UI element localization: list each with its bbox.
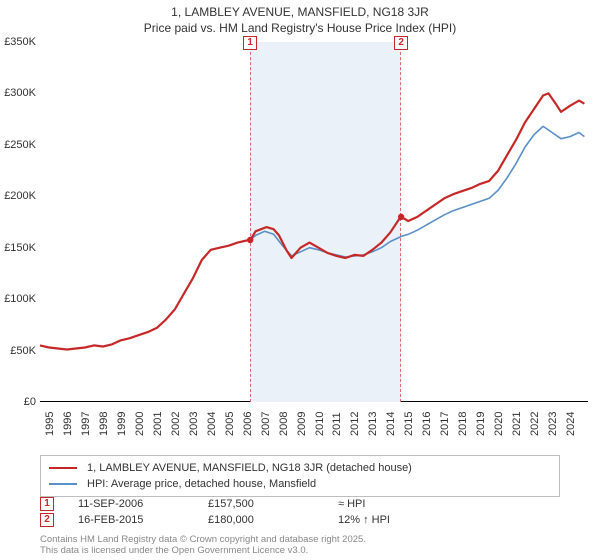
chart-area: £0£50K£100K£150K£200K£250K£300K£350K 199… — [40, 42, 588, 430]
x-tick-label: 2024 — [565, 412, 577, 436]
legend-label-series-1: 1, LAMBLEY AVENUE, MANSFIELD, NG18 3JR (… — [87, 462, 412, 474]
attribution-footer: Contains HM Land Registry data © Crown c… — [40, 534, 366, 557]
y-tick-label: £200K — [0, 190, 36, 202]
x-tick-label: 2006 — [242, 412, 254, 436]
legend-swatch-series-2 — [49, 483, 77, 485]
x-tick-label: 2000 — [134, 412, 146, 436]
x-tick-label: 2007 — [260, 412, 272, 436]
y-tick-label: £350K — [0, 36, 36, 48]
sale-marker-icon: 1 — [40, 497, 54, 511]
title-line-2: Price paid vs. HM Land Registry's House … — [0, 20, 600, 36]
x-tick-label: 2013 — [367, 412, 379, 436]
y-tick-label: £50K — [0, 345, 36, 357]
series-line-price_paid — [40, 93, 584, 349]
title-line-1: 1, LAMBLEY AVENUE, MANSFIELD, NG18 3JR — [0, 4, 600, 20]
x-tick-label: 2003 — [188, 412, 200, 436]
sale-date: 11-SEP-2006 — [78, 498, 208, 510]
sale-hpi-relation: ≈ HPI — [338, 498, 458, 510]
x-tick-label: 2014 — [385, 412, 397, 436]
x-tick-label: 2002 — [170, 412, 182, 436]
sale-row: 1 11-SEP-2006 £157,500 ≈ HPI — [40, 496, 458, 512]
x-tick-label: 2015 — [403, 412, 415, 436]
x-tick-label: 1995 — [44, 412, 56, 436]
x-tick-label: 1998 — [98, 412, 110, 436]
legend-box: 1, LAMBLEY AVENUE, MANSFIELD, NG18 3JR (… — [40, 455, 560, 497]
chart-title-block: 1, LAMBLEY AVENUE, MANSFIELD, NG18 3JR P… — [0, 0, 600, 36]
footer-line-2: This data is licensed under the Open Gov… — [40, 545, 366, 556]
sale-point-dot — [398, 214, 404, 220]
y-tick-label: £100K — [0, 293, 36, 305]
sale-date: 16-FEB-2015 — [78, 514, 208, 526]
x-tick-label: 2011 — [331, 412, 343, 436]
y-tick-label: £150K — [0, 242, 36, 254]
x-tick-label: 2021 — [511, 412, 523, 436]
sale-price: £157,500 — [208, 498, 338, 510]
x-tick-label: 2019 — [475, 412, 487, 436]
x-tick-label: 2001 — [152, 412, 164, 436]
x-tick-label: 2012 — [349, 412, 361, 436]
y-tick-label: £250K — [0, 139, 36, 151]
x-tick-label: 2009 — [296, 412, 308, 436]
x-tick-label: 2022 — [529, 412, 541, 436]
sale-marker-flag: 1 — [243, 36, 257, 50]
series-line-hpi — [250, 126, 584, 257]
sale-marker-icon: 2 — [40, 513, 54, 527]
x-tick-label: 2005 — [224, 412, 236, 436]
sale-point-dot — [247, 237, 253, 243]
sale-hpi-relation: 12% ↑ HPI — [338, 514, 458, 526]
sale-price: £180,000 — [208, 514, 338, 526]
sale-marker-flag: 2 — [394, 36, 408, 50]
plot-area: £0£50K£100K£150K£200K£250K£300K£350K 199… — [40, 42, 588, 402]
x-tick-label: 2010 — [314, 412, 326, 436]
line-chart-svg — [40, 42, 588, 402]
x-tick-label: 2023 — [547, 412, 559, 436]
x-tick-label: 2016 — [421, 412, 433, 436]
legend-label-series-2: HPI: Average price, detached house, Mans… — [87, 478, 316, 490]
sale-row: 2 16-FEB-2015 £180,000 12% ↑ HPI — [40, 512, 458, 528]
x-tick-label: 2008 — [278, 412, 290, 436]
x-tick-label: 2018 — [457, 412, 469, 436]
legend-row: 1, LAMBLEY AVENUE, MANSFIELD, NG18 3JR (… — [49, 460, 551, 476]
footer-line-1: Contains HM Land Registry data © Crown c… — [40, 534, 366, 545]
legend-swatch-series-1 — [49, 467, 77, 470]
x-tick-label: 1996 — [62, 412, 74, 436]
x-tick-label: 2020 — [493, 412, 505, 436]
y-tick-label: £0 — [0, 396, 36, 408]
sales-table: 1 11-SEP-2006 £157,500 ≈ HPI 2 16-FEB-20… — [40, 496, 458, 528]
x-tick-label: 1999 — [116, 412, 128, 436]
legend-row: HPI: Average price, detached house, Mans… — [49, 476, 551, 492]
x-tick-label: 2004 — [206, 412, 218, 436]
x-tick-label: 2017 — [439, 412, 451, 436]
y-tick-label: £300K — [0, 87, 36, 99]
x-tick-label: 1997 — [80, 412, 92, 436]
